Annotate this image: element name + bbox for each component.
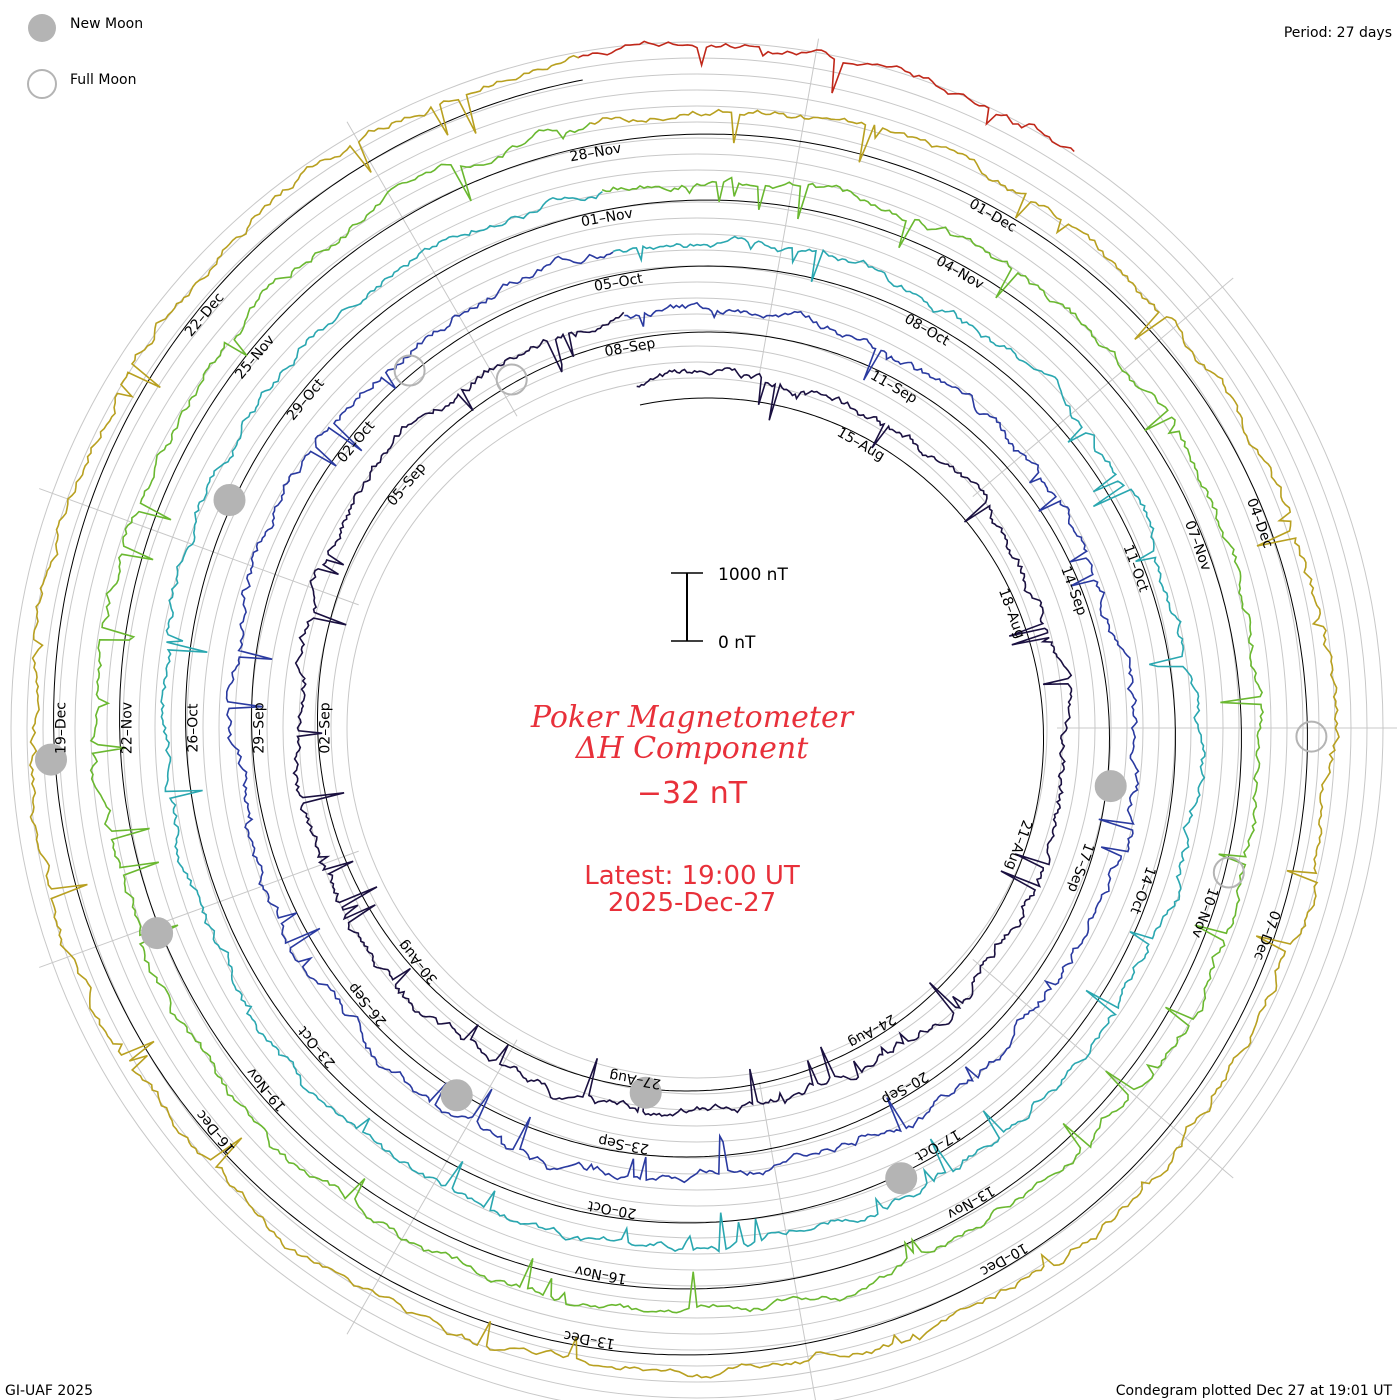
date-label: 05–Oct: [593, 271, 645, 295]
chart-subtitle: ΔH Component: [575, 731, 809, 766]
full-moon-marker: [1295, 720, 1328, 753]
baseline-turn-3: [185, 209, 1176, 1224]
new-moon-marker: [141, 917, 174, 950]
date-label: 10–Dec: [977, 1239, 1030, 1279]
new-moon-marker: [440, 1079, 473, 1112]
date-label: 11–Oct: [1120, 543, 1152, 595]
latest-date: 2025-Dec-27: [608, 888, 776, 918]
date-label: 13–Dec: [562, 1327, 616, 1352]
scale-bar: 1000 nT 0 nT: [671, 565, 788, 653]
date-label: 26–Oct: [186, 703, 202, 753]
period-label: Period: 27 days: [1284, 25, 1392, 41]
date-label: 16–Nov: [574, 1262, 628, 1287]
full-moon-marker: [495, 363, 528, 396]
date-label: 08–Oct: [901, 311, 952, 350]
date-label: 22–Nov: [120, 702, 136, 754]
date-label: 23–Oct: [295, 1023, 339, 1071]
date-label: 20–Oct: [586, 1197, 638, 1221]
chart-title: Poker Magnetometer: [530, 700, 855, 735]
new-moon-marker: [629, 1076, 662, 1109]
baseline-turn-1: [317, 339, 1044, 1092]
date-label: 01–Dec: [966, 196, 1019, 236]
grid-spoke: [759, 1082, 816, 1400]
date-label: 07–Nov: [1181, 519, 1214, 573]
new-moon-legend-icon: [28, 14, 56, 42]
date-label: 28–Nov: [569, 140, 623, 165]
date-label: 24–Aug: [845, 1011, 898, 1051]
current-value: −32 nT: [637, 776, 748, 811]
date-label: 27–Aug: [608, 1067, 662, 1092]
new-moon-marker: [885, 1162, 918, 1195]
grid-spoke: [346, 121, 518, 417]
trace-turn-3: [160, 190, 1206, 1254]
moon-markers: [35, 354, 1328, 1195]
date-label: 15–Aug: [834, 425, 887, 465]
new-moon-marker: [213, 484, 246, 516]
baseline-turn-2: [250, 274, 1111, 1158]
date-label: 04–Nov: [933, 253, 986, 293]
date-label: 04–Dec: [1243, 496, 1276, 550]
trace-turn-1: [292, 311, 1073, 1117]
scale-bottom-label: 0 nT: [718, 633, 756, 653]
date-label: 07–Dec: [1250, 908, 1283, 962]
grid-spoke: [39, 488, 359, 606]
date-label: 02–Oct: [334, 418, 378, 466]
date-label: 26–Sep: [345, 980, 390, 1030]
grid-spoke: [346, 1039, 518, 1335]
trace-turn-4: [89, 122, 1265, 1314]
full-moon-legend-icon: [27, 69, 57, 99]
full-moon-marker: [393, 354, 426, 387]
date-label: 16–Dec: [193, 1107, 239, 1157]
grid-spoke: [972, 277, 1234, 497]
date-label: 30–Aug: [395, 937, 441, 987]
new-moon-legend-label: New Moon: [70, 16, 143, 32]
date-label: 14–Oct: [1126, 864, 1158, 916]
date-label: 21–Aug: [1002, 818, 1035, 872]
grid-ring: [346, 377, 1048, 1079]
full-moon-marker: [1212, 856, 1245, 889]
baseline-turn-4: [119, 144, 1242, 1290]
date-label: 18–Aug: [995, 586, 1028, 640]
scale-top-label: 1000 nT: [718, 565, 788, 585]
date-label: 14–Sep: [1057, 564, 1090, 618]
date-label: 25–Nov: [232, 332, 278, 382]
footer-plot-time: Condegram plotted Dec 27 at 19:01 UT: [1116, 1383, 1393, 1399]
trace-turn-2: [225, 251, 1140, 1184]
date-label: 05–Sep: [384, 460, 429, 510]
footer-credit: GI-UAF 2025: [5, 1383, 93, 1399]
full-moon-legend-label: Full Moon: [70, 72, 136, 88]
baseline-turn-5: [53, 79, 1308, 1356]
data-traces: [29, 40, 1340, 1379]
new-moon-marker: [35, 743, 67, 776]
date-label: 11–Sep: [868, 368, 920, 408]
date-label: 02–Sep: [318, 702, 334, 753]
new-moon-marker: [1094, 770, 1127, 803]
grid-spoke: [972, 959, 1234, 1179]
date-label: 17–Oct: [912, 1126, 963, 1165]
grid-spoke: [39, 850, 359, 968]
date-label: 29–Oct: [284, 375, 328, 423]
trace-turn-6: [578, 40, 1075, 153]
trace-turn-5: [29, 54, 1340, 1379]
latest-time: Latest: 19:00 UT: [584, 861, 800, 891]
date-label: 19–Dec: [54, 702, 70, 754]
date-label: 17–Sep: [1064, 841, 1097, 895]
date-label: 01–Nov: [580, 205, 634, 230]
baseline-spiral: [53, 79, 1308, 1356]
date-label: 29–Sep: [252, 702, 268, 753]
date-label: 20–Sep: [878, 1068, 930, 1108]
